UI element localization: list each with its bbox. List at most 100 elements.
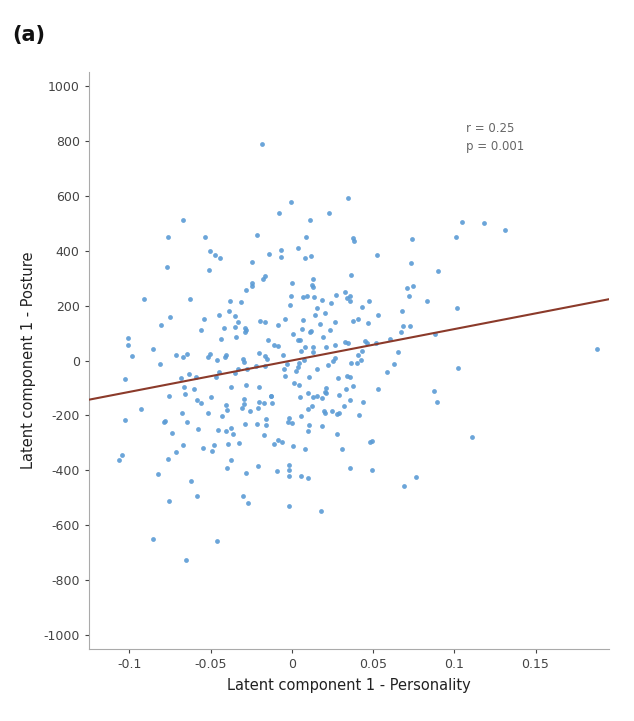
Point (308, 341, 318, 353)
Point (226, 454, 236, 465)
Point (320, 407, 330, 419)
Point (300, 252, 310, 264)
Point (182, 417, 192, 428)
Point (284, 412, 294, 424)
Point (255, 315, 265, 327)
Point (340, 286, 351, 298)
Point (363, 337, 373, 348)
Point (221, 350, 231, 361)
Point (288, 440, 298, 451)
Point (215, 252, 225, 264)
Point (328, 355, 339, 366)
Point (276, 436, 287, 448)
Point (230, 311, 240, 322)
Point (259, 429, 269, 441)
Point (213, 424, 223, 435)
Point (320, 386, 330, 398)
Point (254, 347, 264, 358)
Point (408, 280, 418, 291)
Point (259, 397, 269, 409)
Point (330, 353, 340, 364)
Point (263, 335, 273, 346)
Point (365, 436, 375, 448)
Point (366, 435, 377, 446)
Point (372, 249, 382, 260)
Point (15, 353, 25, 364)
Point (451, 231, 461, 243)
Point (268, 397, 278, 409)
Point (365, 295, 375, 306)
Point (186, 475, 196, 487)
Point (392, 347, 403, 358)
Point (210, 371, 221, 383)
Point (327, 405, 337, 417)
Point (238, 353, 248, 365)
Point (340, 336, 350, 348)
Point (241, 467, 251, 479)
Point (352, 358, 362, 369)
Point (261, 317, 271, 328)
Point (385, 333, 395, 345)
Point (320, 307, 330, 319)
Point (306, 214, 316, 226)
Point (289, 378, 299, 389)
Point (317, 294, 327, 306)
Point (399, 480, 409, 492)
Point (288, 328, 298, 340)
Point (252, 418, 262, 430)
Point (287, 417, 297, 429)
Point (223, 438, 233, 450)
Point (245, 406, 255, 417)
Point (294, 379, 304, 391)
Point (346, 296, 356, 307)
Point (260, 350, 270, 362)
Point (342, 337, 353, 349)
Point (304, 420, 314, 431)
Point (302, 387, 313, 399)
Point (179, 388, 190, 399)
Point (347, 315, 358, 327)
Point (162, 261, 172, 273)
Point (303, 403, 313, 415)
Point (306, 250, 316, 262)
Point (199, 314, 209, 325)
Point (318, 331, 328, 342)
Point (353, 313, 363, 324)
Point (258, 273, 268, 285)
Point (209, 439, 219, 451)
Point (212, 355, 222, 366)
Point (153, 469, 163, 480)
Point (283, 417, 294, 428)
Point (197, 324, 207, 336)
Point (430, 328, 441, 340)
Point (158, 416, 169, 428)
Point (238, 398, 249, 410)
Point (295, 334, 305, 345)
Point (200, 231, 210, 243)
Point (274, 207, 284, 218)
Point (247, 278, 257, 289)
Point (247, 280, 257, 291)
Point (236, 402, 247, 414)
Point (302, 290, 312, 301)
Point (262, 353, 272, 365)
Point (181, 348, 191, 360)
Point (396, 327, 406, 338)
Point (181, 554, 191, 566)
Point (382, 366, 392, 378)
Point (300, 443, 310, 455)
Point (285, 299, 295, 311)
Point (225, 295, 235, 306)
Point (189, 383, 199, 394)
Point (204, 351, 214, 363)
Point (337, 443, 347, 455)
Point (276, 244, 286, 255)
Point (297, 323, 307, 335)
Point (422, 296, 432, 307)
Point (178, 215, 188, 226)
Point (233, 316, 243, 327)
Point (261, 413, 271, 425)
Point (307, 392, 318, 403)
Point (273, 434, 283, 446)
Point (238, 490, 248, 502)
